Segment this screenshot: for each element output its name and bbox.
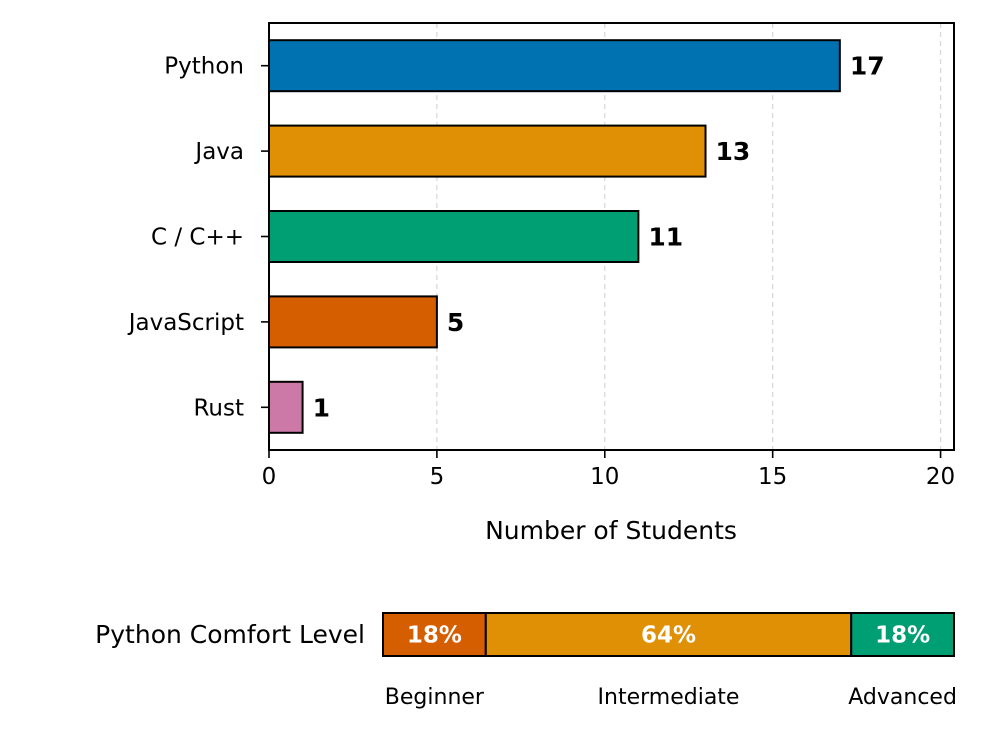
comfort-segments [382,612,955,657]
x-tick-label-0: 0 [262,464,277,490]
grid-lines [436,23,942,450]
segment-label-beginner: Beginner [385,685,485,710]
bar-c-c [268,210,640,263]
comfort-category-labels: Beginner Intermediate Advanced [385,685,957,710]
comfort-level-title: Python Comfort Level [95,620,365,649]
bar-rust [268,380,304,434]
segment-label-advanced: Advanced [848,685,957,710]
segment-percent-intermediate: 64% [641,623,696,649]
value-label-rust: 1 [313,393,330,422]
y-tick-label-c-c: C / C++ [151,225,244,251]
bar-value-labels: 17 13 11 5 1 [313,52,885,423]
x-axis-title: Number of Students [485,516,737,545]
y-tick-label-rust: Rust [193,395,244,421]
comfort-level-bar: Python Comfort Level 18% 64% 18% Beginner I… [95,612,957,710]
y-tick-label-java: Java [193,139,244,165]
x-tick-label-5: 5 [430,464,445,490]
y-tick-label-javascript: JavaScript [127,310,244,336]
x-tick-label-10: 10 [590,464,619,490]
bar-python [268,39,841,93]
value-label-python: 17 [850,52,885,81]
x-tick-label-20: 20 [926,464,955,490]
bar-javascript [268,295,438,349]
comfort-percent-labels: 18% 64% 18% [407,623,930,649]
segment-percent-advanced: 18% [875,623,930,649]
value-label-java: 13 [716,137,751,166]
bar-java [268,124,707,178]
segment-beginner [382,612,487,657]
segment-advanced [850,612,955,657]
y-tick-label-python: Python [164,54,244,80]
value-label-javascript: 5 [447,308,464,337]
y-tick-labels: Python Java C / C++ JavaScript Rust [127,54,244,422]
x-tick-marks [268,450,942,458]
y-tick-marks [261,64,269,409]
segment-intermediate [484,612,853,657]
segment-percent-beginner: 18% [407,623,462,649]
segment-label-intermediate: Intermediate [598,685,740,710]
x-tick-label-15: 15 [758,464,787,490]
language-bars [268,39,841,434]
x-tick-labels: 0 5 10 15 20 [262,464,956,490]
value-label-c-c: 11 [648,223,683,252]
